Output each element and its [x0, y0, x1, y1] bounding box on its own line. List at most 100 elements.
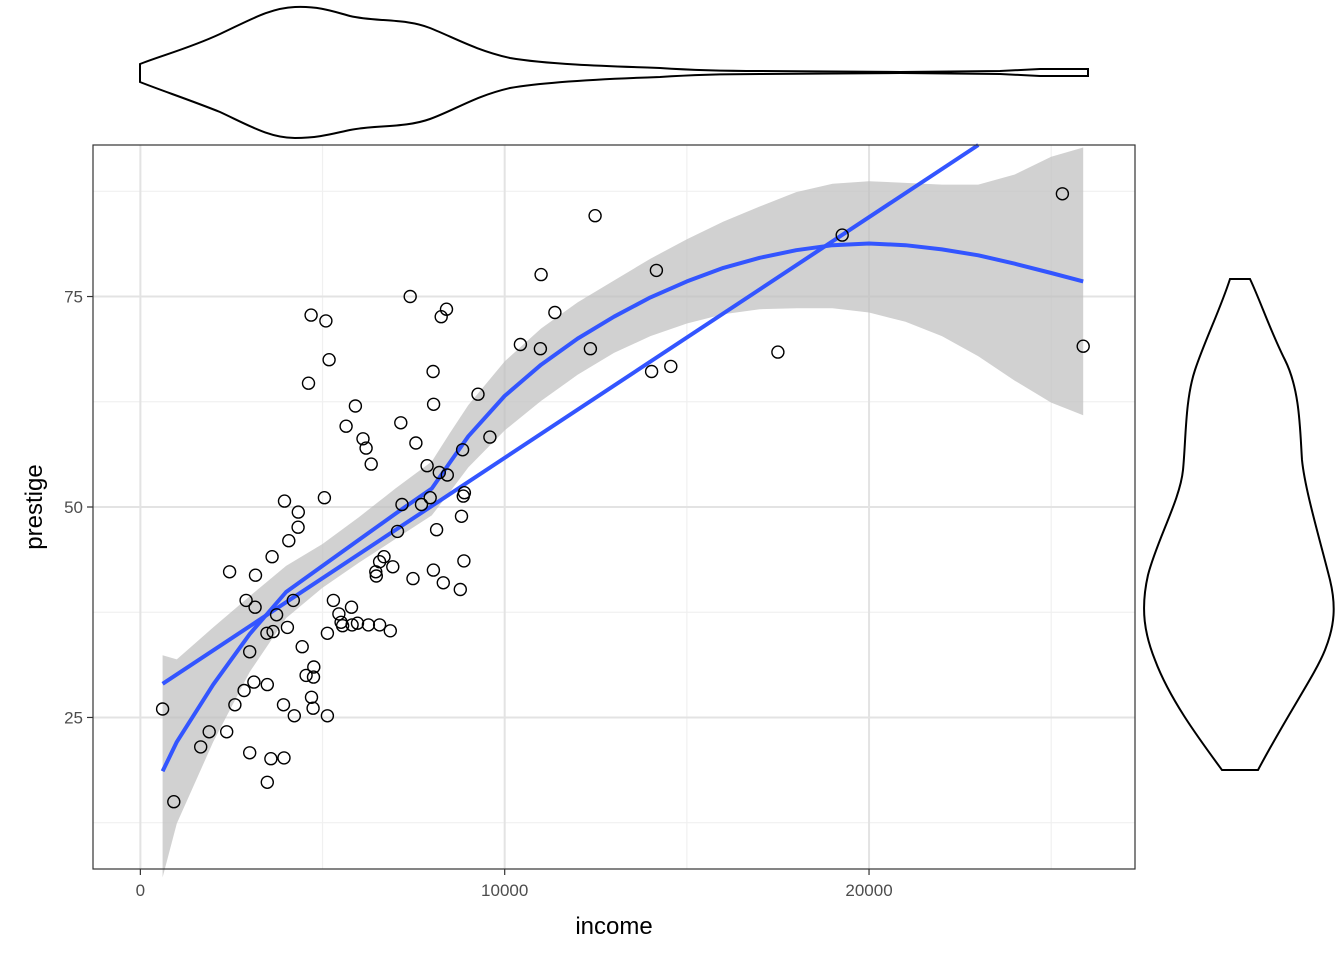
- data-point: [335, 619, 350, 633]
- data-point: [155, 702, 170, 716]
- data-point: [242, 746, 257, 760]
- data-point: [322, 353, 336, 367]
- data-point: [265, 550, 279, 564]
- linear-fit-line: [161, 143, 980, 686]
- data-point: [276, 698, 291, 712]
- data-point: [483, 430, 497, 444]
- data-point: [548, 305, 562, 320]
- data-point: [471, 387, 485, 401]
- data-point: [644, 364, 659, 379]
- data-point: [420, 459, 434, 473]
- data-point: [266, 624, 280, 639]
- data-point: [426, 397, 441, 411]
- data-point: [350, 616, 365, 630]
- fit-lines: [160, 143, 1084, 773]
- data-point: [383, 624, 397, 638]
- data-point: [317, 491, 332, 505]
- data-point: [219, 725, 234, 739]
- data-point: [306, 670, 321, 684]
- data-point: [320, 709, 335, 723]
- data-point: [239, 593, 253, 608]
- data-point: [306, 701, 320, 715]
- x-tick-label: 20000: [845, 881, 892, 900]
- data-point: [277, 494, 292, 508]
- data-point: [269, 608, 284, 622]
- data-point: [348, 399, 363, 413]
- data-point: [432, 465, 446, 480]
- data-point: [299, 668, 313, 683]
- loess-confidence-band: [162, 147, 1084, 878]
- data-point: [372, 618, 387, 632]
- data-point: [394, 416, 408, 430]
- data-point: [277, 751, 291, 765]
- data-point: [345, 618, 359, 632]
- data-point: [326, 593, 341, 608]
- data-point: [386, 560, 400, 574]
- data-point: [356, 432, 370, 446]
- data-point: [287, 709, 301, 723]
- data-point: [260, 677, 274, 692]
- x-axis-ticks: 0 10000 20000: [136, 869, 893, 900]
- data-points: [155, 187, 1090, 809]
- data-point: [414, 497, 429, 512]
- data-point: [282, 534, 296, 548]
- data-point: [339, 419, 353, 433]
- income-marginal-violin: [139, 5, 1089, 140]
- y-tick-label: 25: [64, 708, 83, 727]
- data-point: [228, 698, 242, 712]
- data-point: [436, 576, 450, 590]
- data-point: [291, 505, 305, 519]
- data-point: [423, 491, 437, 505]
- data-point: [534, 267, 548, 282]
- data-point: [301, 376, 316, 390]
- data-point: [390, 524, 405, 539]
- x-tick-label: 0: [136, 881, 145, 900]
- data-point: [167, 795, 181, 809]
- data-point: [248, 600, 262, 614]
- data-point: [369, 569, 383, 583]
- y-axis-ticks: 25 50 75: [64, 288, 93, 727]
- data-point: [406, 571, 420, 586]
- data-point: [260, 626, 274, 640]
- data-point: [771, 345, 785, 359]
- data-point: [457, 486, 472, 500]
- x-axis-title: income: [575, 913, 652, 940]
- prestige-violin-outline: [1143, 278, 1335, 771]
- data-point: [455, 443, 470, 457]
- data-point: [409, 436, 423, 450]
- data-point: [403, 289, 417, 304]
- income-violin-outline: [139, 5, 1089, 140]
- data-point: [286, 593, 300, 608]
- data-point: [1055, 187, 1070, 201]
- data-point: [320, 626, 335, 640]
- loess-fit-line: [160, 241, 1084, 773]
- data-point: [193, 740, 208, 754]
- data-point: [426, 563, 441, 577]
- data-point: [222, 565, 237, 579]
- y-tick-label: 50: [64, 498, 83, 517]
- data-point: [453, 582, 467, 597]
- y-tick-label: 75: [64, 288, 83, 307]
- data-point: [583, 342, 598, 356]
- data-point: [237, 683, 251, 698]
- data-point: [307, 660, 321, 674]
- data-point: [664, 359, 678, 374]
- data-point: [649, 263, 664, 278]
- data-point: [359, 441, 373, 455]
- data-point: [280, 620, 295, 635]
- prestige-marginal-violin: [1143, 278, 1335, 771]
- data-point: [295, 640, 309, 654]
- data-point: [426, 364, 440, 379]
- main-plot-panel: [92, 143, 1136, 878]
- data-point: [344, 600, 359, 614]
- data-point: [247, 675, 261, 689]
- data-point: [361, 618, 376, 632]
- data-point: [242, 645, 257, 659]
- data-point: [332, 607, 346, 621]
- loess-ribbon: [162, 147, 1084, 878]
- data-point: [457, 554, 471, 568]
- data-point: [1076, 339, 1090, 353]
- data-point: [454, 509, 469, 523]
- data-point: [395, 497, 409, 512]
